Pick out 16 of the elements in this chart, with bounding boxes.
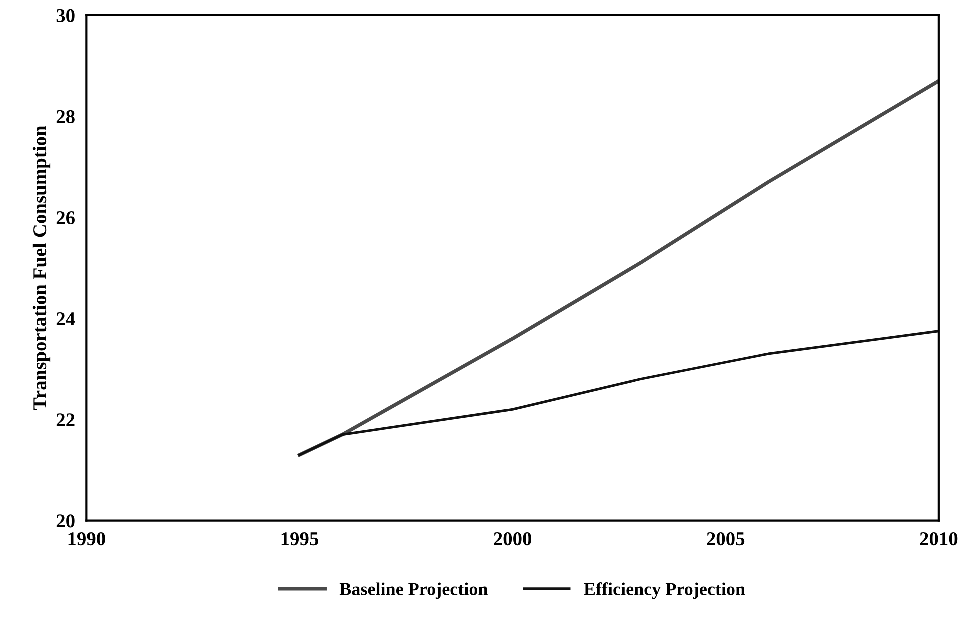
legend-label: Baseline Projection (340, 582, 488, 600)
y-axis-title: Transportation Fuel Consumption (32, 126, 51, 410)
x-tick-label: 2010 (920, 532, 958, 546)
y-tick-label: 28 (56, 110, 75, 124)
x-tick-label: 1990 (68, 532, 106, 546)
y-tick-label: 22 (56, 414, 75, 426)
x-tick-label: 2005 (707, 532, 745, 546)
x-tick-label: 2000 (494, 532, 532, 546)
y-tick-label: 20 (56, 514, 75, 528)
line-series (298, 330, 939, 456)
y-tick-label: 26 (56, 211, 75, 225)
y-tick-label: 30 (56, 9, 75, 22)
legend-label: Efficiency Projection (584, 582, 746, 600)
line-series (298, 79, 939, 457)
y-tick-label: 24 (56, 312, 76, 326)
x-tick-label: 1995 (282, 532, 318, 546)
